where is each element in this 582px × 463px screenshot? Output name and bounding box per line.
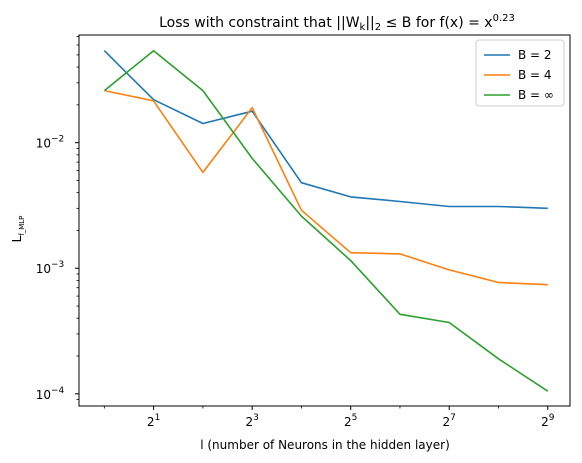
x-tick-label: 27 — [443, 413, 456, 429]
x-tick-label: 21 — [147, 413, 160, 429]
legend-box — [475, 39, 565, 107]
x-axis-label: l (number of Neurons in the hidden layer… — [200, 438, 450, 452]
y-tick-label: 10−4 — [36, 386, 65, 402]
series-line-b-inf — [103, 49, 549, 392]
x-axis: 21 23 25 27 29 — [103, 406, 555, 429]
x-tick-label: 25 — [344, 413, 357, 429]
series-line-b-4 — [104, 89, 548, 286]
x-tick-label: 29 — [541, 413, 555, 429]
x-tick-label: 23 — [245, 413, 258, 429]
plot-lines — [103, 49, 549, 392]
legend-label-b-4: B = 4 — [518, 68, 552, 82]
legend-label-b-inf: B = ∞ — [518, 88, 554, 102]
y-axis: 10−4 10−3 10−2 — [36, 36, 79, 402]
plot-frame — [78, 34, 571, 407]
chart-title: Loss with constraint that ||Wk||2 ≤ B fo… — [159, 13, 515, 33]
legend-label-b-2: B = 2 — [518, 48, 552, 62]
series-line-b-2 — [103, 50, 548, 210]
y-axis-label-subscript: f_MLP — [18, 216, 26, 236]
y-axis-label: Lf_MLP — [10, 216, 26, 243]
legend: B = 2 B = 4 B = ∞ — [475, 39, 565, 107]
y-tick-label: 10−2 — [36, 135, 65, 151]
y-tick-label: 10−3 — [36, 260, 65, 276]
